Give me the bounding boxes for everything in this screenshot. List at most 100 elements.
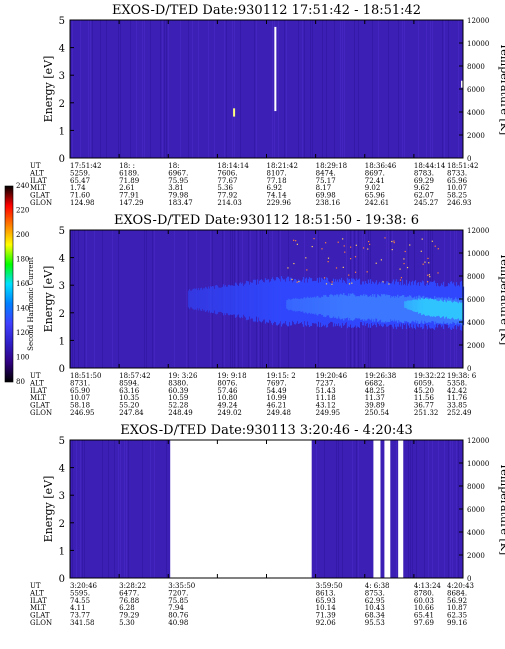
band-column	[383, 294, 385, 323]
texture-stripe	[452, 440, 453, 578]
band-column	[405, 301, 407, 308]
band-column	[351, 294, 353, 321]
table-cell: 92.06	[316, 619, 337, 627]
texture-stripe	[378, 20, 379, 158]
y2-axis-label: Temperature [K]	[498, 253, 505, 345]
band-column	[350, 293, 352, 321]
table-row-label: MLT	[30, 604, 46, 612]
table-cell: 76.88	[119, 597, 139, 605]
band-column	[453, 301, 455, 319]
y2-tick-label: 0	[467, 575, 471, 583]
table-cell: 74.55	[70, 597, 90, 605]
table-cell: 77.92	[217, 192, 237, 200]
table-cell: 60.39	[168, 387, 188, 395]
band-column	[260, 279, 263, 323]
texture-stripe	[316, 440, 317, 578]
speckle	[437, 248, 439, 250]
y2-tick-label: 6000	[467, 506, 485, 514]
texture-stripe	[412, 440, 413, 578]
texture-stripe	[150, 440, 151, 578]
speckle	[296, 243, 298, 245]
table-cell: 19: 9:18	[217, 372, 246, 380]
colorbar-tick-label: 140	[16, 305, 29, 313]
band-column	[361, 295, 363, 320]
band-column	[419, 299, 421, 314]
table-row-label: ALT	[29, 589, 44, 597]
band-column	[225, 286, 228, 314]
texture-stripe	[192, 20, 193, 158]
table-cell: 4: 6:38	[365, 582, 390, 590]
speckle	[350, 258, 352, 260]
band-column	[444, 299, 446, 319]
band-column	[211, 285, 214, 314]
table-row-label: ALT	[29, 379, 44, 387]
band-column	[344, 295, 346, 319]
speckle	[327, 257, 330, 259]
texture-stripe	[160, 20, 161, 158]
band-column	[327, 296, 329, 316]
texture-stripe	[136, 20, 137, 158]
table-cell: 75.17	[316, 177, 336, 185]
band-column	[436, 300, 438, 316]
y-tick-label: 0	[59, 574, 65, 585]
band-column	[334, 294, 336, 318]
band-column	[384, 294, 386, 323]
table-cell: 19:32:22	[414, 372, 445, 380]
band-column	[263, 282, 266, 320]
table-cell: 11.18	[316, 394, 336, 402]
band-column	[247, 281, 250, 320]
speckle	[313, 238, 315, 240]
table-cell: 18:14:14	[217, 162, 249, 170]
colorbar-scale	[4, 185, 14, 383]
table-cell: 65.90	[70, 387, 90, 395]
band-column	[222, 284, 225, 316]
band-column	[404, 297, 406, 321]
band-column	[292, 298, 294, 311]
band-column	[267, 279, 270, 323]
band-column	[405, 296, 407, 322]
speckle-points	[287, 237, 439, 285]
table-cell: 42.42	[447, 387, 467, 395]
y-tick-label: 3	[59, 491, 65, 502]
texture-stripe	[118, 440, 119, 578]
table-cell: 8780.	[414, 589, 434, 597]
table-cell: 7.94	[168, 604, 184, 612]
band-column	[235, 283, 238, 318]
band-column	[273, 280, 276, 322]
band-column	[449, 300, 451, 319]
band-column	[404, 301, 406, 308]
speckle	[335, 267, 338, 269]
texture-stripe	[322, 20, 323, 158]
band-column	[425, 297, 427, 316]
band-column	[209, 286, 212, 314]
band-column	[333, 296, 335, 317]
band-column	[443, 302, 445, 317]
band-column	[306, 297, 308, 313]
colorbar-label: Second Harmonic Current	[27, 257, 35, 351]
band-column	[332, 295, 334, 318]
table-cell: 10.07	[447, 184, 467, 192]
texture-stripe	[84, 440, 85, 578]
texture-stripe	[444, 440, 445, 578]
table-cell: 56.92	[447, 597, 467, 605]
texture-stripe	[82, 440, 83, 578]
band-column	[437, 300, 439, 317]
texture-stripe	[214, 20, 215, 158]
band-column	[439, 300, 441, 317]
band-column	[371, 296, 373, 319]
band-column	[357, 296, 359, 319]
colorbar: 80 100 120 140 160 180 200 220 240 Second Harmoni…	[4, 182, 35, 386]
band-column	[314, 296, 316, 315]
texture-stripe	[114, 440, 115, 578]
table-cell: 249.95	[316, 409, 341, 417]
texture-stripe	[186, 230, 187, 368]
table-cell: 40.98	[168, 619, 188, 627]
band-column	[208, 288, 211, 311]
band-column	[199, 288, 202, 311]
band-column	[438, 301, 440, 316]
texture-stripe	[336, 440, 337, 578]
band-column	[411, 300, 413, 311]
table-cell: 10.14	[316, 604, 337, 612]
band-column	[259, 279, 262, 322]
band-column	[316, 296, 318, 315]
